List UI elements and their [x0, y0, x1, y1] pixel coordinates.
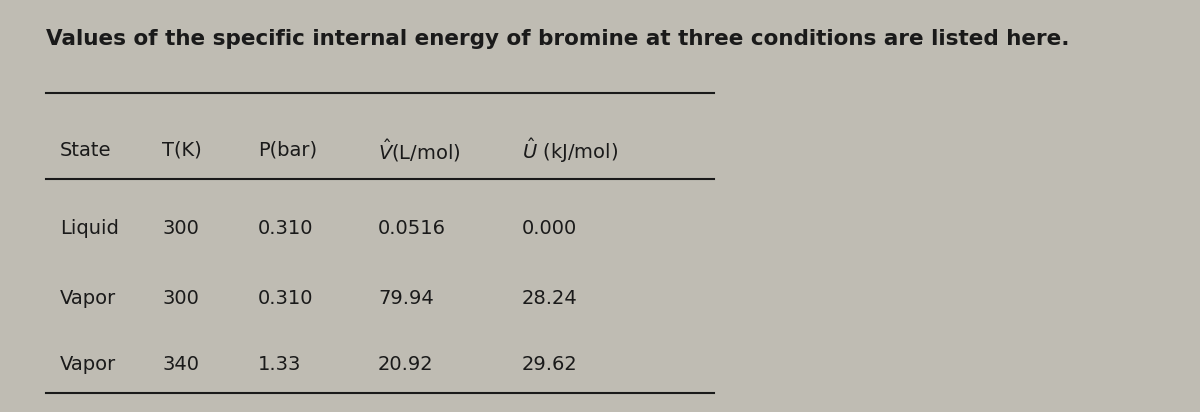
- Text: 300: 300: [162, 289, 199, 308]
- Text: 20.92: 20.92: [378, 355, 433, 374]
- Text: Values of the specific internal energy of bromine at three conditions are listed: Values of the specific internal energy o…: [46, 29, 1069, 49]
- Text: P(bar): P(bar): [258, 141, 317, 160]
- Text: 29.62: 29.62: [522, 355, 577, 374]
- Text: 0.000: 0.000: [522, 219, 577, 238]
- Text: Vapor: Vapor: [60, 355, 116, 374]
- Text: 300: 300: [162, 219, 199, 238]
- Text: 79.94: 79.94: [378, 289, 433, 308]
- Text: 0.0516: 0.0516: [378, 219, 446, 238]
- Text: 1.33: 1.33: [258, 355, 301, 374]
- Text: T(K): T(K): [162, 141, 202, 160]
- Text: 0.310: 0.310: [258, 289, 313, 308]
- Text: Liquid: Liquid: [60, 219, 119, 238]
- Text: State: State: [60, 141, 112, 160]
- Text: $\hat{V}$(L/mol): $\hat{V}$(L/mol): [378, 137, 461, 164]
- Text: Vapor: Vapor: [60, 289, 116, 308]
- Text: 0.310: 0.310: [258, 219, 313, 238]
- Text: 340: 340: [162, 355, 199, 374]
- Text: 28.24: 28.24: [522, 289, 577, 308]
- Text: $\hat{U}$ (kJ/mol): $\hat{U}$ (kJ/mol): [522, 136, 618, 165]
